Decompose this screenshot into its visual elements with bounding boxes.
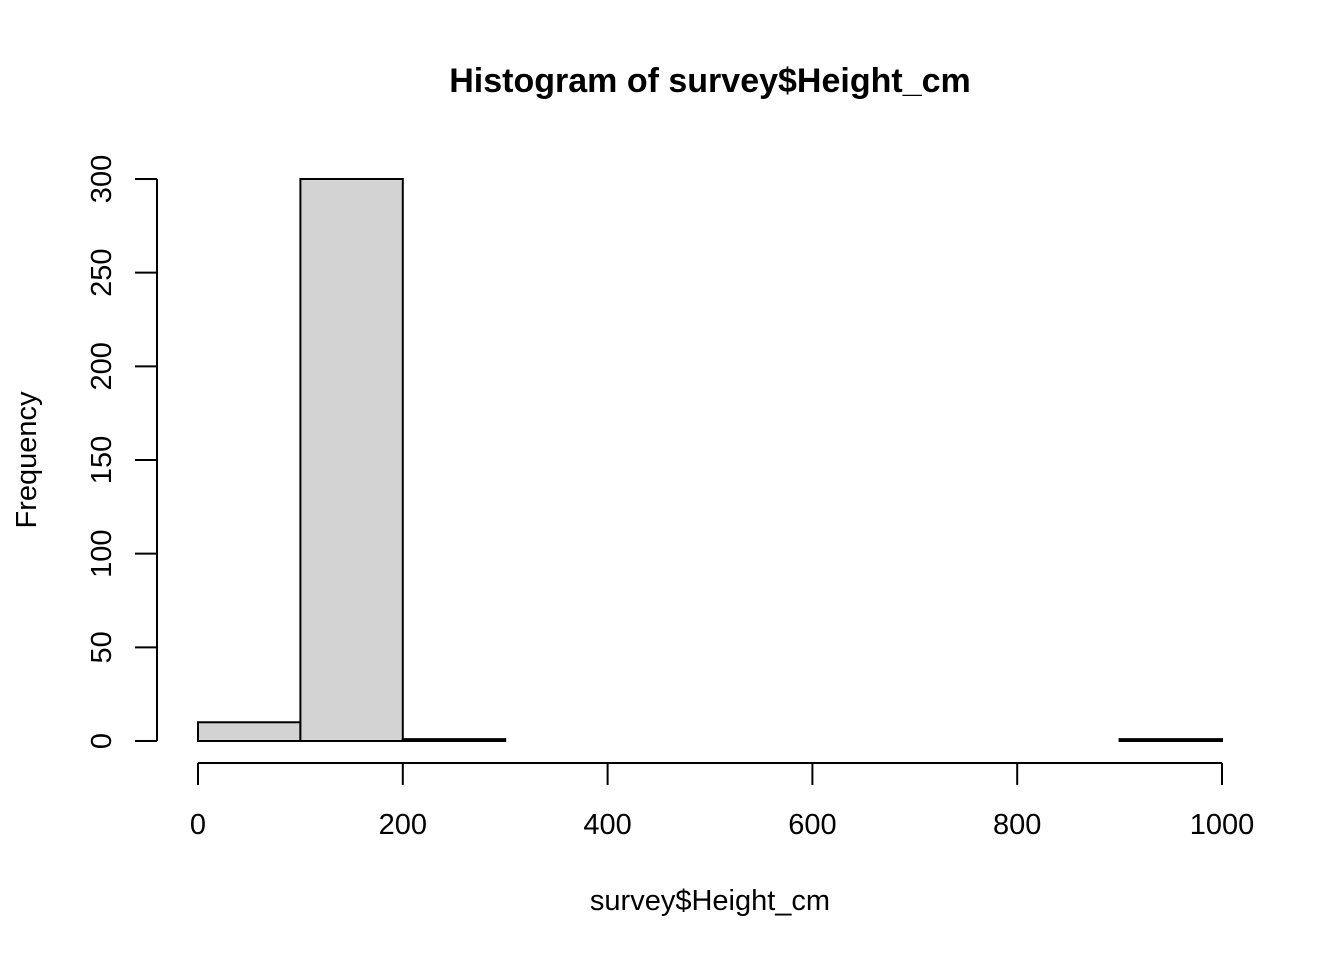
- y-tick-label-250: 250: [86, 248, 118, 296]
- y-axis-label: Frequency: [11, 391, 43, 529]
- chart-title: Histogram of survey$Height_cm: [449, 62, 971, 100]
- y-tick-label-0: 0: [86, 733, 118, 749]
- x-tick-label-400: 400: [583, 809, 631, 841]
- histogram-bar-2: [401, 738, 507, 742]
- histogram-bar-0: [197, 721, 302, 742]
- x-axis: 0 200 400 600 800 1000: [190, 762, 1255, 841]
- y-tick-label-300: 300: [86, 155, 118, 203]
- x-tick-label-0: 0: [190, 809, 206, 841]
- y-tick-label-50: 50: [86, 631, 118, 663]
- y-tick-label-200: 200: [86, 342, 118, 390]
- bars-group: [197, 178, 1223, 742]
- histogram-bar-9: [1118, 738, 1223, 742]
- x-tick-label-1000: 1000: [1190, 809, 1255, 841]
- x-tick-label-200: 200: [379, 809, 427, 841]
- y-tick-label-150: 150: [86, 436, 118, 484]
- y-axis: 0 50 100 150 200 250 300: [86, 155, 158, 749]
- x-tick-label-800: 800: [993, 809, 1041, 841]
- x-tick-label-600: 600: [788, 809, 836, 841]
- y-tick-label-100: 100: [86, 529, 118, 577]
- x-axis-label: survey$Height_cm: [590, 885, 830, 917]
- histogram-bar-1: [299, 178, 404, 742]
